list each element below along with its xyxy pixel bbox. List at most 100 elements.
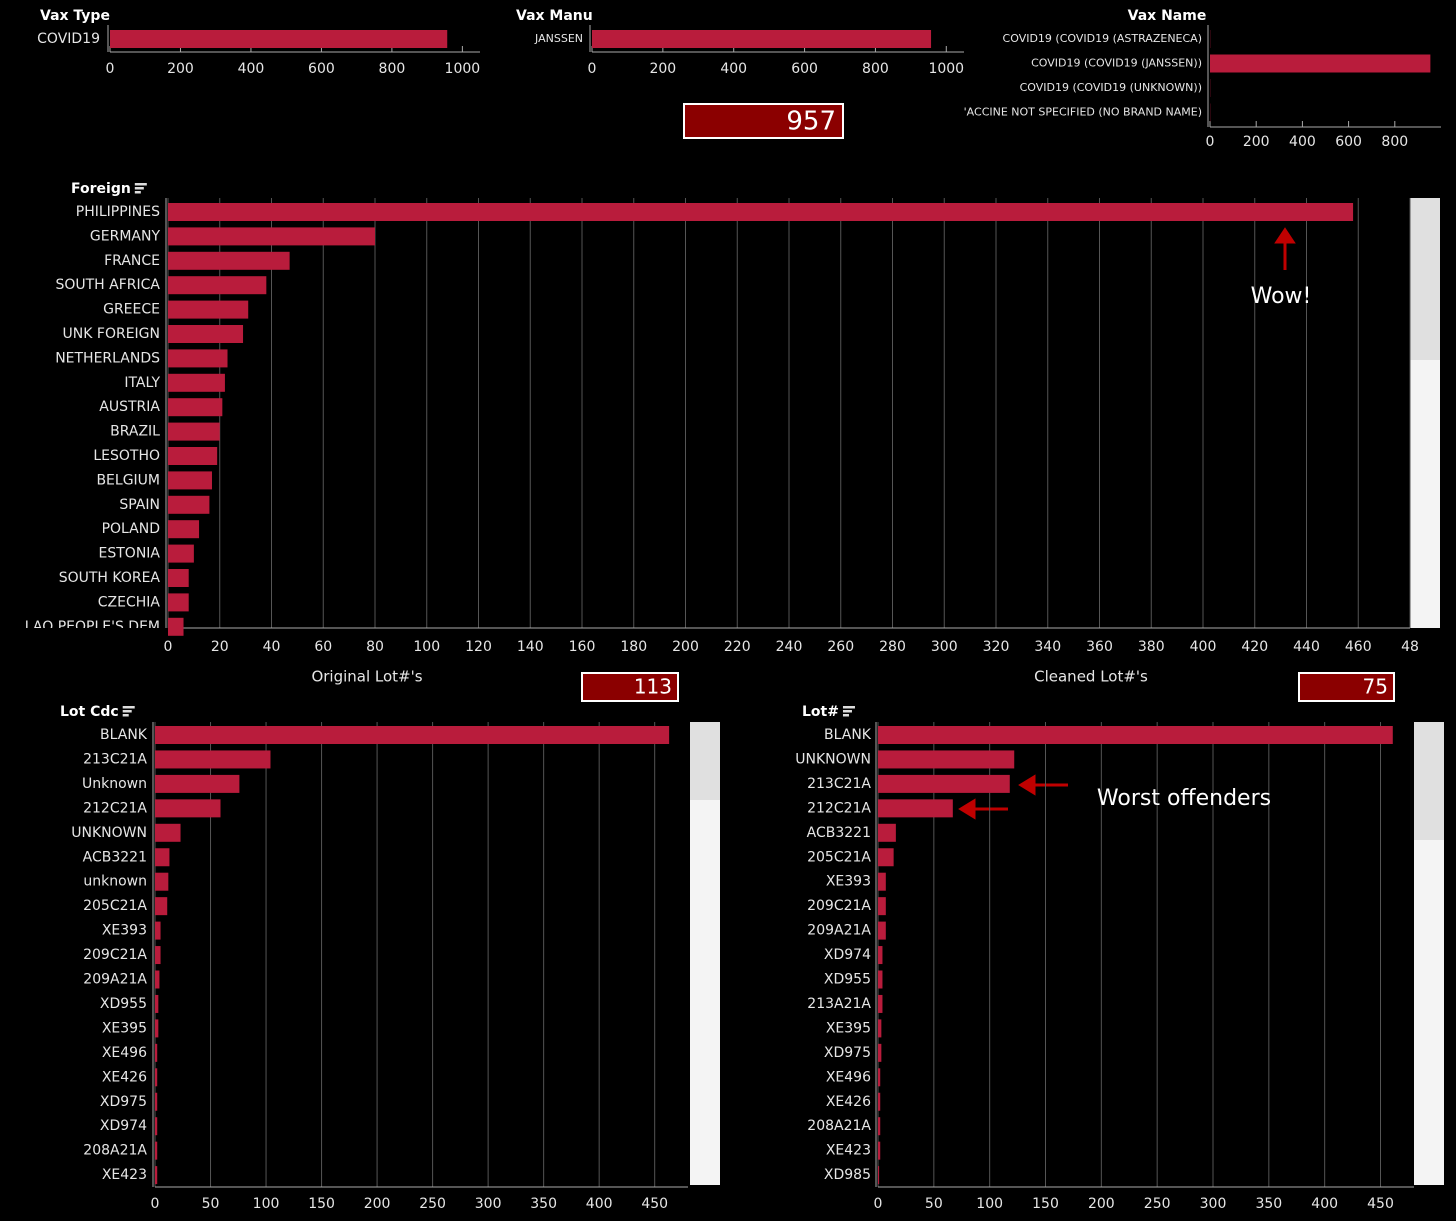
- y-tick-label: SPAIN: [119, 497, 160, 513]
- bar: [155, 1141, 158, 1160]
- x-tick-label: 100: [976, 1196, 1003, 1212]
- bar: [878, 774, 1010, 793]
- y-tick-label: Unknown: [82, 776, 147, 792]
- sort-icon: [134, 191, 141, 194]
- x-tick-label: 40: [263, 639, 281, 655]
- scrollbar-thumb[interactable]: [690, 722, 720, 800]
- bar: [878, 1068, 881, 1087]
- bar: [168, 203, 1354, 221]
- y-tick-label: SOUTH AFRICA: [55, 277, 160, 293]
- clipped-labels: PHILIPPINES GERMANY FRANCE SOUTH AFRICA GREE…: [25, 204, 161, 628]
- x-tick-label: 420: [1241, 639, 1268, 655]
- y-tick-label: 209C21A: [807, 898, 871, 914]
- y-tick-label: SOUTH KOREA: [59, 570, 161, 586]
- x-tick-label: 0: [588, 61, 597, 77]
- y-tick-label: XD975: [100, 1094, 147, 1110]
- x-tick-label: 180: [620, 639, 647, 655]
- y-tick-label: 209A21A: [807, 923, 871, 939]
- kpi-value: 957: [786, 107, 836, 137]
- y-tick-label: FRANCE: [104, 253, 160, 269]
- y-tick-label: CZECHIA: [98, 594, 161, 610]
- kpi-box: [581, 672, 679, 702]
- bar: [155, 946, 161, 965]
- bar: [878, 848, 894, 867]
- x-tick-label: 400: [238, 61, 265, 77]
- bar: [155, 1068, 158, 1087]
- kpi-box: [683, 103, 844, 139]
- y-tick-label: 205C21A: [807, 849, 871, 865]
- x-tick-label: 250: [419, 1196, 446, 1212]
- sort-icon: [842, 710, 852, 713]
- y-tick-label: BELGIUM: [96, 472, 160, 488]
- bar: [878, 1043, 882, 1062]
- x-tick-label: 100: [253, 1196, 280, 1212]
- scrollbar-thumb[interactable]: [1414, 722, 1444, 840]
- y-tick-label: BRAZIL: [110, 424, 160, 440]
- y-tick-label: XD974: [824, 947, 871, 963]
- x-tick-label: 100: [413, 639, 440, 655]
- sort-icon: [122, 710, 132, 713]
- bar: [878, 994, 883, 1013]
- sort-icon: [842, 714, 849, 717]
- x-tick-label: 150: [308, 1196, 335, 1212]
- bar: [878, 823, 896, 842]
- arrows: [958, 227, 1296, 820]
- x-tick-label: 0: [874, 1196, 883, 1212]
- x-tick-label: 320: [983, 639, 1010, 655]
- y-tick-label: COVID19 (COVID19 (ASTRAZENECA): [1003, 32, 1202, 45]
- x-tick-label: 220: [724, 639, 751, 655]
- chart-title: Lot Cdc: [60, 704, 119, 720]
- bar: [155, 970, 160, 989]
- y-tick-label: ESTONIA: [99, 546, 161, 562]
- y-tick-label: 212C21A: [83, 800, 147, 816]
- x-tick-label: 350: [1255, 1196, 1282, 1212]
- annotation: Worst offenders: [1097, 786, 1271, 811]
- y-tick-label: 205C21A: [83, 898, 147, 914]
- x-tick-label: 400: [1289, 134, 1316, 150]
- bar: [878, 1166, 880, 1185]
- x-tick-label: 600: [308, 61, 335, 77]
- x-tick-label: 200: [649, 61, 676, 77]
- bar: [155, 872, 169, 891]
- kpi-label: Original Lot#'s: [311, 668, 422, 686]
- x-tick-label: 140: [517, 639, 544, 655]
- bar: [155, 1043, 158, 1062]
- x-tick-label: 600: [791, 61, 818, 77]
- chart-title: Vax Manu: [516, 8, 593, 24]
- bar: [168, 398, 223, 417]
- y-tick-label: AUSTRIA: [99, 399, 160, 415]
- kpi-box: [1298, 672, 1395, 702]
- chart-title: Foreign: [71, 181, 131, 197]
- x-tick-label: 0: [106, 61, 115, 77]
- bar: [155, 1019, 159, 1038]
- y-tick-label: 'ACCINE NOT SPECIFIED (NO BRAND NAME): [964, 106, 1202, 119]
- bar: [168, 471, 212, 490]
- y-tick-label: UNKNOWN: [795, 751, 871, 767]
- sort-icon: [134, 183, 147, 186]
- y-tick-label: ACB3221: [83, 849, 147, 865]
- bar: [878, 750, 1015, 769]
- scrollbar-thumb[interactable]: [1410, 198, 1440, 360]
- x-tick-label: 80: [366, 639, 384, 655]
- bar: [168, 325, 244, 343]
- x-tick-label: 150: [1032, 1196, 1059, 1212]
- bar: [155, 799, 221, 818]
- y-tick-label: NETHERLANDS: [55, 350, 160, 366]
- x-tick-label: 48: [1401, 639, 1419, 655]
- bar: [168, 569, 189, 587]
- x-tick-label: 400: [1190, 639, 1217, 655]
- bar: [168, 422, 220, 441]
- bar: [168, 617, 184, 636]
- x-tick-label: 460: [1345, 639, 1372, 655]
- x-tick-label: 280: [879, 639, 906, 655]
- bar: [878, 1019, 882, 1038]
- y-tick-label: 213A21A: [807, 996, 871, 1012]
- y-tick-label: 209A21A: [83, 972, 147, 988]
- x-tick-label: 600: [1335, 134, 1362, 150]
- bar: [155, 823, 181, 842]
- bar: [592, 30, 932, 48]
- y-tick-label: XE393: [826, 874, 871, 890]
- y-tick-label: ACB3221: [807, 825, 871, 841]
- y-tick-label: 213C21A: [83, 751, 147, 767]
- y-tick-label: XE395: [102, 1020, 147, 1036]
